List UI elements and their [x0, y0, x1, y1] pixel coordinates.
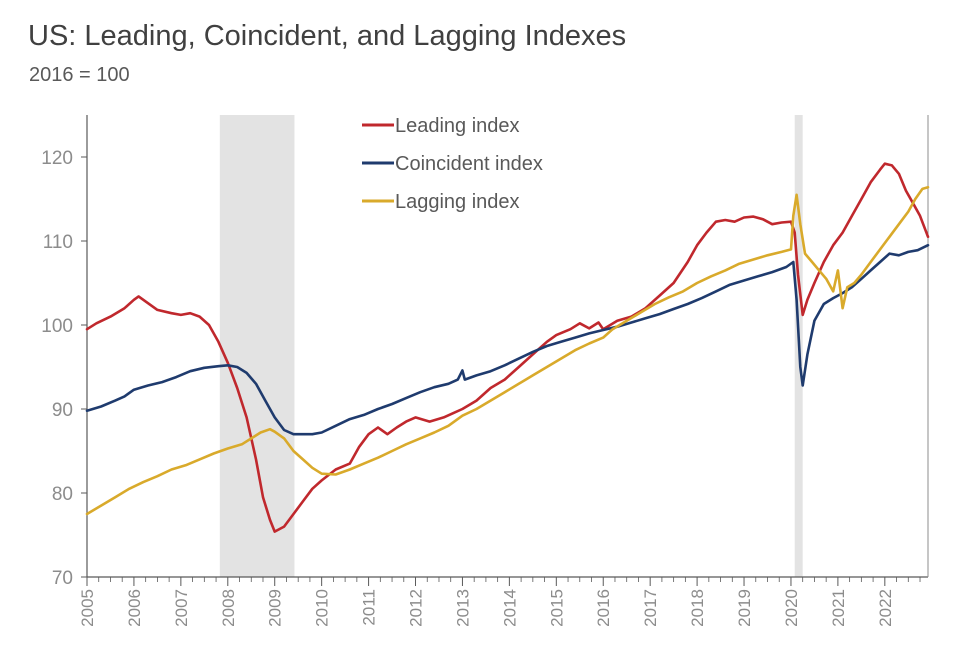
x-tick-label-2016: 2016: [594, 589, 613, 627]
x-tick-label-2005: 2005: [78, 589, 97, 627]
series-line-lagging: [85, 185, 930, 516]
recession-band-1: [219, 115, 295, 577]
chart-title: US: Leading, Coincident, and Lagging Ind…: [28, 20, 627, 52]
x-tick-label-2019: 2019: [735, 589, 754, 627]
x-tick-label-2006: 2006: [125, 589, 144, 627]
x-tick-label-2013: 2013: [453, 589, 472, 627]
x-tick-label-2008: 2008: [219, 589, 238, 627]
x-tick-label-2020: 2020: [782, 589, 801, 627]
y-tick-label-110: 110: [43, 232, 73, 253]
x-tick-label-2014: 2014: [500, 589, 519, 627]
chart-subtitle: 2016 = 100: [29, 64, 130, 86]
x-tick-label-2007: 2007: [172, 589, 191, 627]
y-tick-label-90: 90: [52, 400, 73, 421]
x-tick-label-2010: 2010: [313, 589, 332, 627]
legend-label-leading: Leading index: [395, 115, 520, 137]
y-tick-label-120: 120: [41, 148, 73, 169]
x-tick-label-2012: 2012: [407, 589, 426, 627]
y-tick-label-80: 80: [52, 484, 73, 505]
series-line-leading: [85, 162, 930, 533]
x-tick-label-2017: 2017: [641, 589, 660, 627]
x-tick-label-2009: 2009: [266, 589, 285, 627]
series-line-coincident: [85, 243, 930, 436]
x-tick-label-2011: 2011: [360, 589, 379, 626]
legend-label-coincident: Coincident index: [395, 153, 543, 175]
x-tick-label-2021: 2021: [829, 589, 848, 627]
y-tick-label-70: 70: [52, 568, 73, 589]
y-tick-label-100: 100: [41, 316, 73, 337]
legend-label-lagging: Lagging index: [395, 191, 520, 213]
x-tick-label-2018: 2018: [688, 589, 707, 627]
x-tick-label-2015: 2015: [547, 589, 566, 627]
x-tick-label-2022: 2022: [876, 589, 895, 627]
